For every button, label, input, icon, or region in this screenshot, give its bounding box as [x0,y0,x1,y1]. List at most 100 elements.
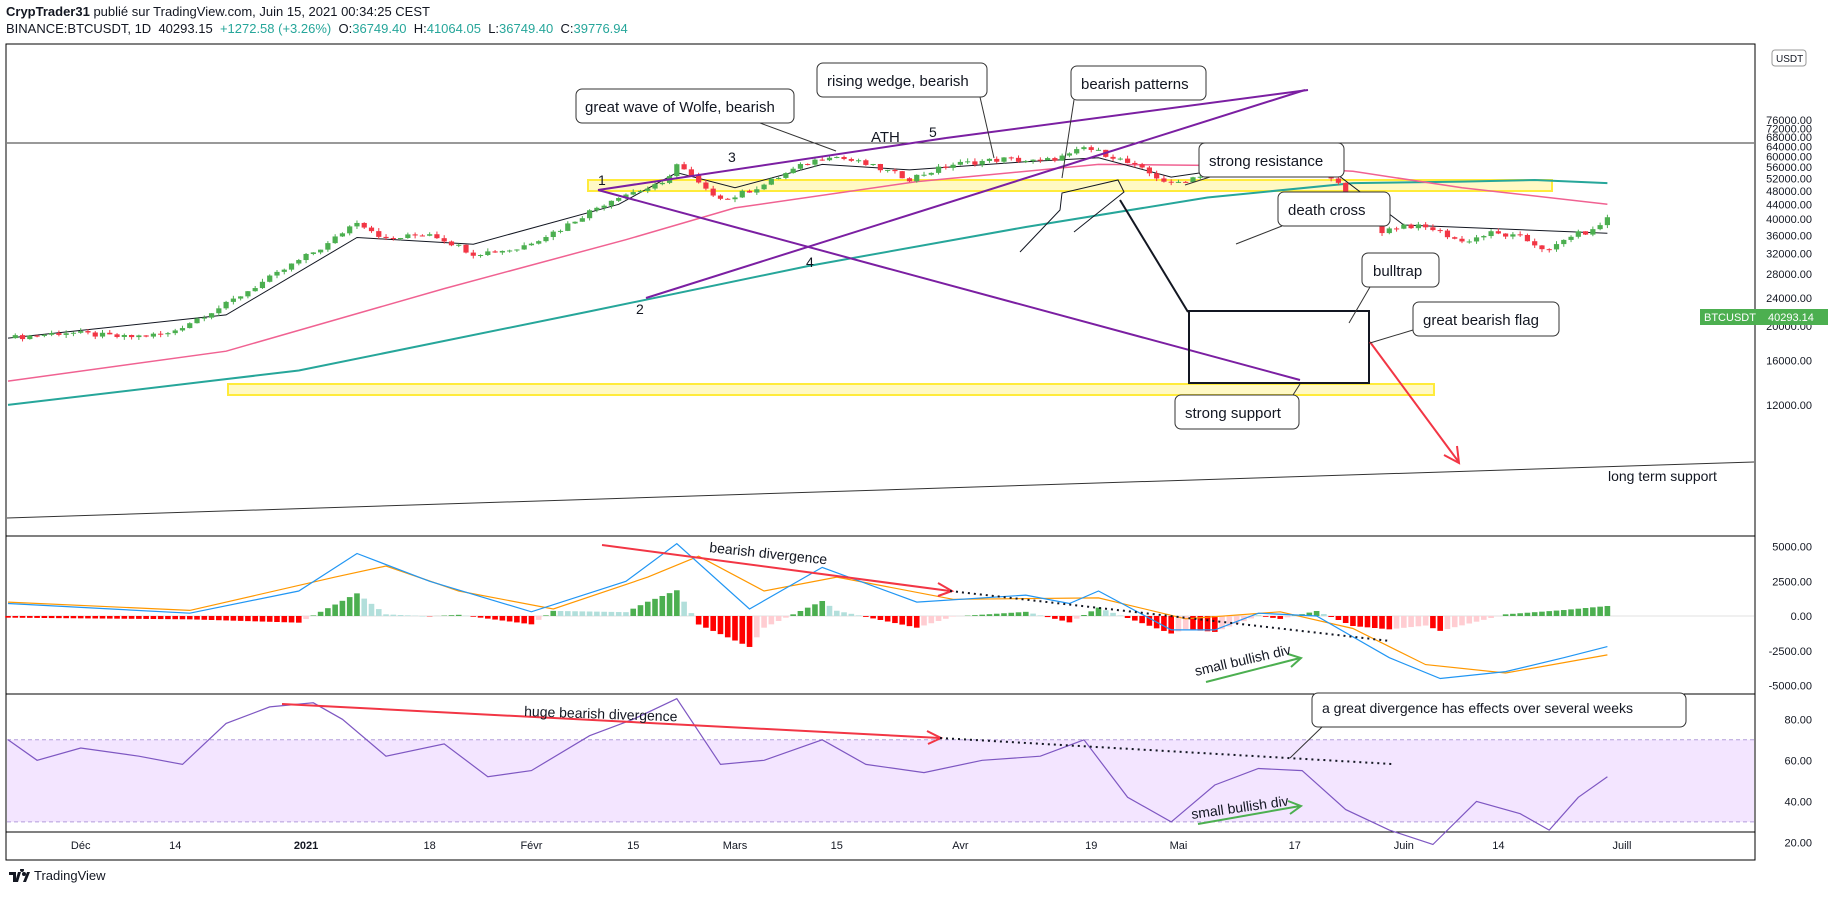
tradingview-logo-icon [8,867,30,883]
candle [645,188,651,191]
currency-badge[interactable]: USDT [1771,49,1807,67]
price-pane[interactable] [5,43,1756,537]
candle [834,156,840,158]
publish-date: publié sur TradingView.com, Juin 15, 202… [89,4,430,19]
candle [128,334,135,338]
macd-hist-bar [1088,611,1095,616]
candle [674,164,680,177]
candle [107,332,113,335]
currency-text: USDT [1776,54,1803,65]
macd-hist-bar [339,600,346,616]
candle [1008,157,1014,159]
candle [1568,236,1574,240]
long-term-support-line [6,461,1755,519]
macd-hist-bar [935,616,942,622]
macd-hist-bar [615,612,622,616]
macd-hist-bar [768,616,775,625]
macd-hist-bar [310,615,317,616]
price-tick-label: 16000.00 [1766,356,1812,368]
candle [1459,238,1465,242]
macd-hist-bar [419,616,426,617]
time-tick-label: Mai [1170,840,1188,852]
candle [1444,230,1451,238]
open-label: O: [338,21,353,36]
macd-hist-bar [346,597,353,616]
candle [899,171,905,179]
macd-hist-bar [1335,616,1342,621]
macd-hist-bar [1168,616,1174,634]
bear-flag-box [1188,310,1370,384]
macd-hist-bar [630,608,637,616]
time-tick-label: Juin [1394,840,1414,852]
macd-hist-bar [1052,616,1058,619]
candle [550,231,556,238]
rsi-div-line [281,703,941,739]
macd-hist-bar [1277,616,1284,619]
price-tick-label: 68000.00 [1766,132,1812,144]
candle [1037,159,1043,161]
macd-hist-bar [579,611,586,616]
candle [1059,155,1065,161]
macd-hist-bar [56,616,62,619]
macd-hist-bar [1044,616,1051,618]
macd-hist-bar [899,616,906,625]
macd-hist-bar [1531,612,1538,616]
candle [1015,157,1022,162]
candle [34,335,40,337]
candle [557,230,564,232]
macd-hist-bar [317,611,324,616]
candle [1023,160,1029,162]
price-value: 40293.15 [158,21,213,36]
macd-hist-bar [1371,616,1378,629]
price-change: +1272.58 (+3.26%) [219,21,332,36]
macd-hist-bar [70,616,77,619]
macd-hist-bar [819,600,826,616]
candle [208,313,215,318]
macd-hist-bar [1073,616,1080,619]
time-tick-label: 17 [1289,840,1301,852]
candle [579,218,585,222]
macd-hist-bar [586,611,593,616]
time-axis[interactable] [5,831,1756,861]
macd-hist-bar [1081,614,1087,616]
candle [1393,228,1400,230]
candle [1503,233,1509,237]
candle [441,238,447,242]
high-label: H: [413,21,427,36]
macd-hist-bar [1037,615,1044,616]
low-label: L: [488,21,500,36]
macd-hist-bar [644,601,651,616]
note-wolfe: great wave of Wolfe, bearish [575,88,837,152]
macd-hist-bar [804,607,811,616]
note-flag-text: great bearish flag [1423,312,1539,329]
macd-hist-bar [993,613,1000,616]
candle [1495,231,1501,234]
candle [623,194,629,199]
candle [339,233,346,237]
macd-hist-bar [572,611,578,616]
candle [390,238,396,240]
macd-hist-bar [216,616,222,621]
candle [921,174,927,176]
macd-pane[interactable] [5,535,1756,695]
candle [739,190,745,198]
candle [935,166,942,173]
footer-brand[interactable]: TradingView [8,867,106,883]
macd-hist-bar [1488,616,1494,619]
candle [492,251,498,253]
macd-hist-bar [812,604,818,616]
candle [1582,231,1589,235]
macd-hist-bar [1219,616,1225,630]
macd-hist-bar [1568,609,1574,616]
macd-hist-bar [564,611,571,616]
macd-div-line [601,544,951,592]
price-tick-label: 24000.00 [1766,293,1812,305]
macd-hist-bar [121,616,128,619]
macd-hist-bar [1401,616,1407,628]
macd-hist-bar [1459,616,1465,626]
macd-hist-bar [928,616,935,624]
candle [245,291,251,297]
macd-hist-bar [405,615,411,616]
candle [158,333,164,335]
